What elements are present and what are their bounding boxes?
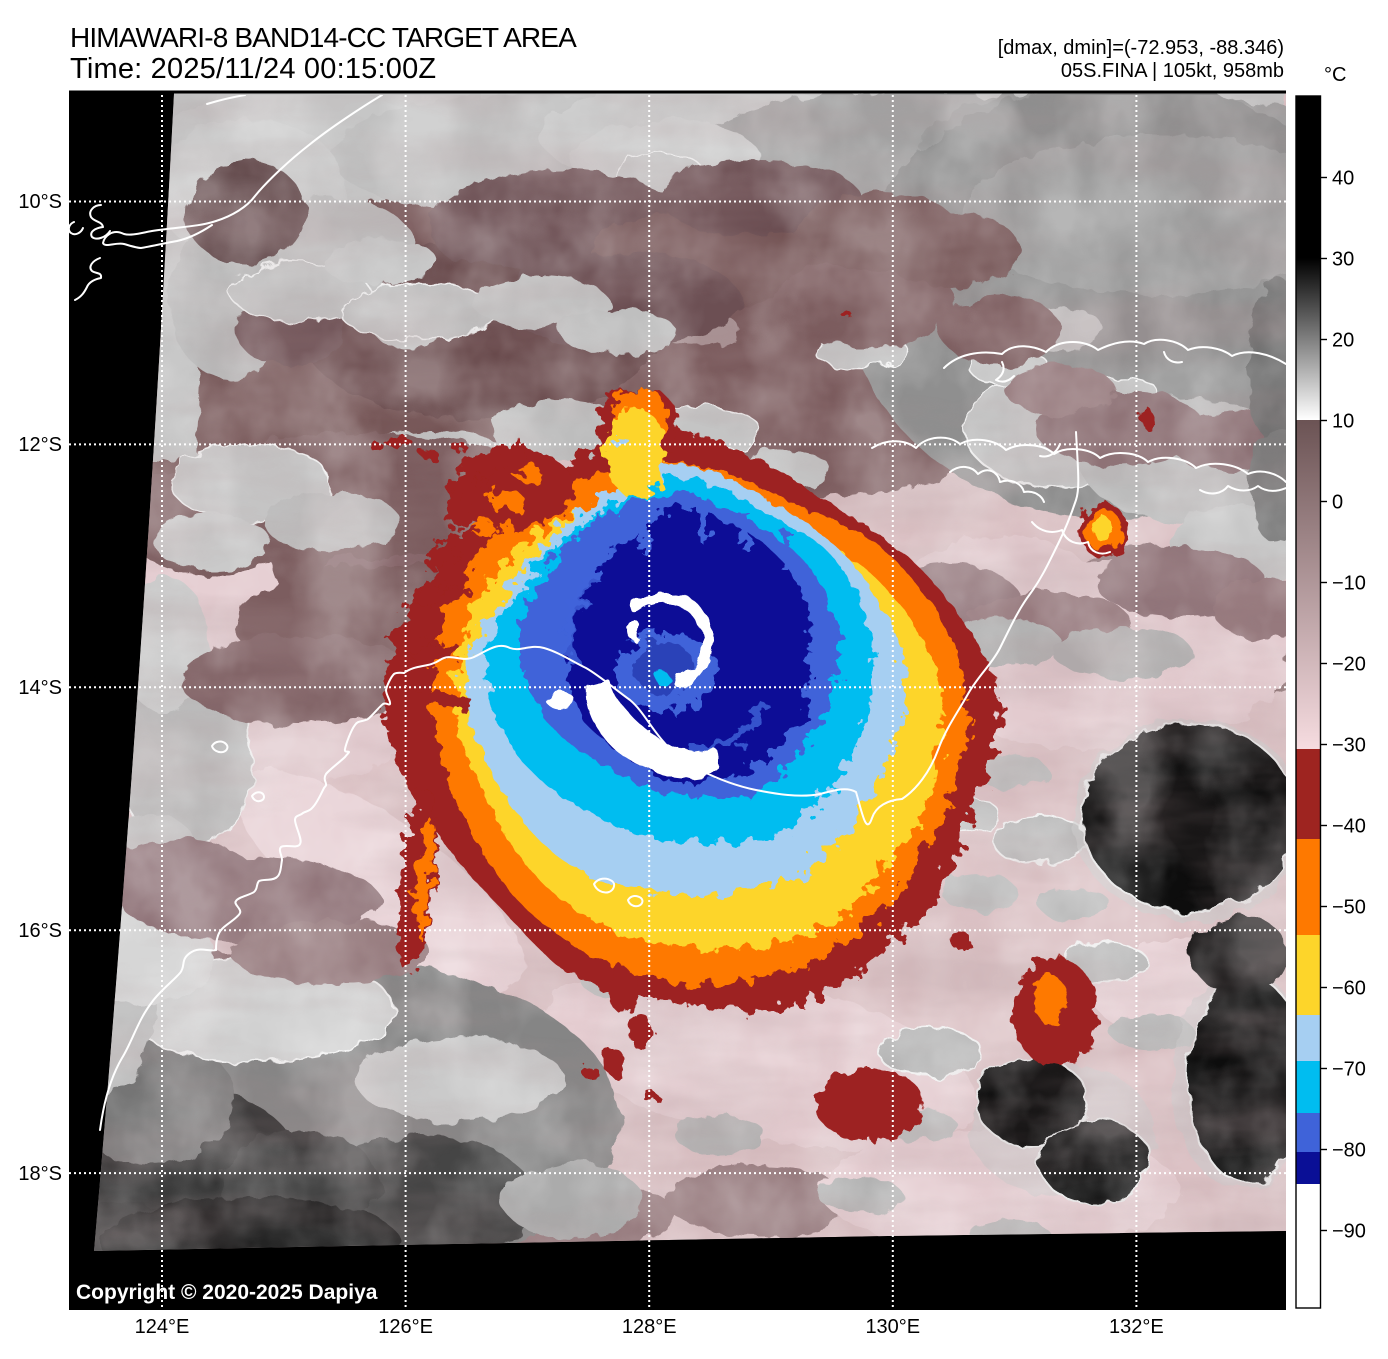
- svg-text:−80: −80: [1332, 1140, 1366, 1162]
- svg-text:20: 20: [1332, 330, 1354, 352]
- svg-text:10: 10: [1332, 411, 1354, 433]
- svg-text:132°E: 132°E: [1109, 1316, 1164, 1338]
- svg-text:−10: −10: [1332, 573, 1366, 595]
- svg-text:HIMAWARI-8 BAND14-CC TARGET AR: HIMAWARI-8 BAND14-CC TARGET AREA: [70, 22, 577, 53]
- svg-text:−70: −70: [1332, 1059, 1366, 1081]
- svg-text:12°S: 12°S: [18, 434, 62, 456]
- svg-text:40: 40: [1332, 168, 1354, 190]
- svg-text:−90: −90: [1332, 1221, 1366, 1243]
- svg-text:126°E: 126°E: [378, 1316, 433, 1338]
- svg-text:−20: −20: [1332, 654, 1366, 676]
- svg-text:°C: °C: [1324, 64, 1346, 86]
- svg-text:0: 0: [1332, 492, 1343, 514]
- svg-text:−50: −50: [1332, 897, 1366, 919]
- svg-text:10°S: 10°S: [18, 191, 62, 213]
- svg-text:18°S: 18°S: [18, 1163, 62, 1185]
- svg-text:−60: −60: [1332, 978, 1366, 1000]
- svg-text:130°E: 130°E: [865, 1316, 920, 1338]
- svg-text:−30: −30: [1332, 735, 1366, 757]
- svg-text:128°E: 128°E: [622, 1316, 677, 1338]
- svg-text:−40: −40: [1332, 816, 1366, 838]
- svg-text:[dmax, dmin]=(-72.953, -88.346: [dmax, dmin]=(-72.953, -88.346): [998, 37, 1284, 59]
- svg-text:124°E: 124°E: [135, 1316, 190, 1338]
- svg-text:Copyright © 2020-2025 Dapiya: Copyright © 2020-2025 Dapiya: [76, 1281, 378, 1304]
- svg-text:14°S: 14°S: [18, 677, 62, 699]
- svg-text:16°S: 16°S: [18, 920, 62, 942]
- svg-text:Time: 2025/11/24 00:15:00Z: Time: 2025/11/24 00:15:00Z: [70, 53, 436, 85]
- svg-text:05S.FINA | 105kt, 958mb: 05S.FINA | 105kt, 958mb: [1061, 60, 1284, 82]
- svg-text:30: 30: [1332, 249, 1354, 271]
